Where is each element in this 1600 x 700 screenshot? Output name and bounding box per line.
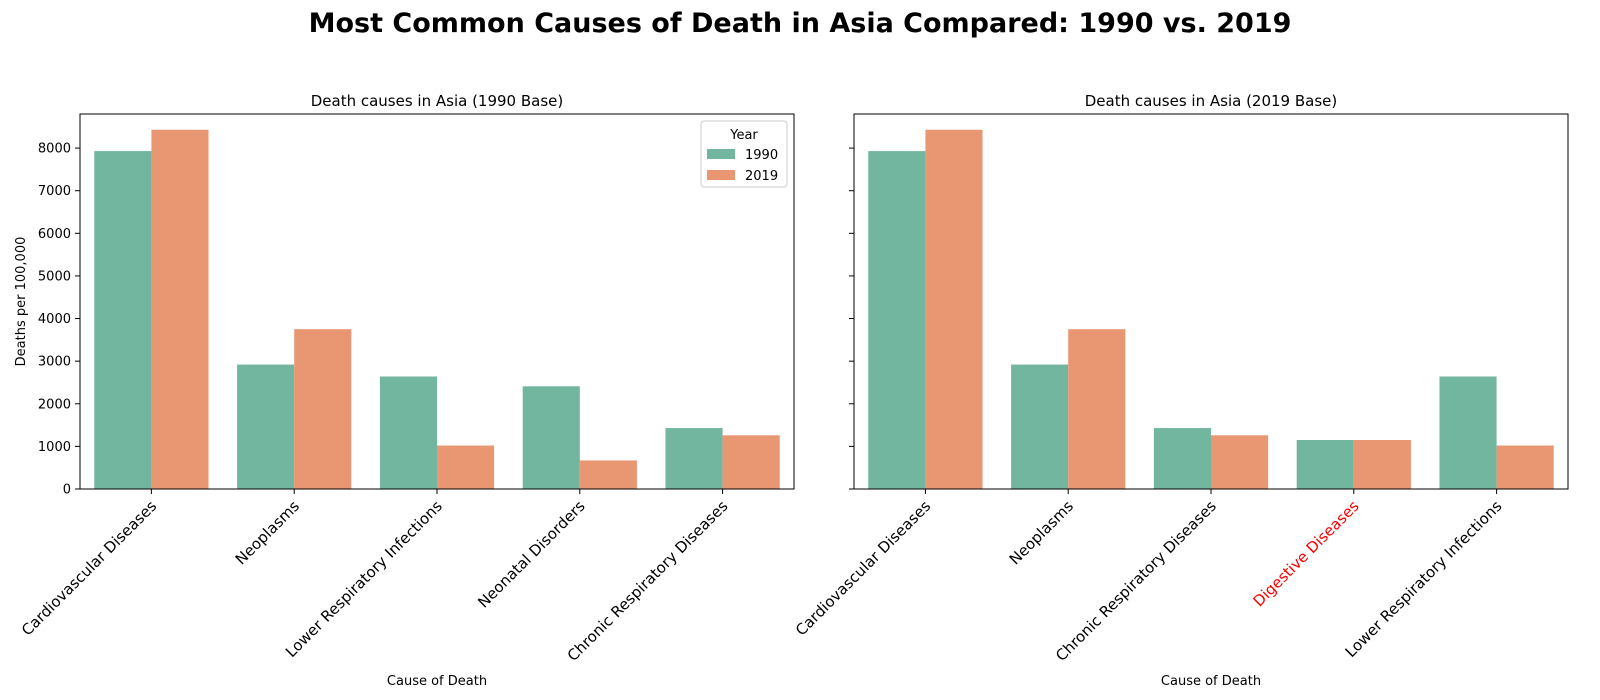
bar-2019-lower-respiratory-infections xyxy=(1496,445,1554,489)
x-tick-label: Digestive Diseases xyxy=(1249,497,1362,610)
y-tick-label: 4000 xyxy=(38,312,71,327)
x-tick-label: Cardiovascular Diseases xyxy=(18,497,160,639)
x-tick-label: Chronic Respiratory Diseases xyxy=(1052,497,1220,665)
legend: Year 1990 2019 xyxy=(700,120,788,188)
x-tick-label: Lower Respiratory Infections xyxy=(282,497,446,661)
x-axis-label: Cause of Death xyxy=(1161,674,1261,689)
x-tick-label: Lower Respiratory Infections xyxy=(1342,497,1506,661)
y-tick-label: 7000 xyxy=(38,184,71,199)
bar-2019-digestive-diseases xyxy=(1353,439,1411,489)
chart-panel-2: Cardiovascular Diseases NeoplasmsChronic … xyxy=(792,92,1569,689)
y-tick-label: 8000 xyxy=(38,142,71,157)
bar-1990-chronic-respiratory-diseases xyxy=(1153,428,1211,489)
legend-title: Year xyxy=(729,128,758,143)
bar-1990-digestive-diseases xyxy=(1296,439,1354,489)
bar-1990-neonatal-disorders xyxy=(522,386,580,489)
bar-2019-cardiovascular-diseases xyxy=(151,129,209,490)
y-axis-label: Deaths per 100,000 xyxy=(14,237,29,367)
legend-swatch-2019 xyxy=(707,170,735,180)
bar-2019-chronic-respiratory-diseases xyxy=(1211,435,1269,489)
chart-panel-1: 0 1000 2000 3000 4000 5000 6000 7000 8000 Cardiov… xyxy=(14,92,795,689)
bar-2019-neoplasms xyxy=(1068,329,1126,489)
subplot-title: Death causes in Asia (1990 Base) xyxy=(311,92,564,110)
bar-1990-lower-respiratory-infections xyxy=(379,376,437,489)
bar-2019-cardiovascular-diseases xyxy=(925,129,983,490)
x-axis-label: Cause of Death xyxy=(387,674,487,689)
bar-2019-lower-respiratory-infections xyxy=(437,445,495,489)
bar-2019-neonatal-disorders xyxy=(579,460,637,489)
x-tick-label: Neoplasms xyxy=(1006,497,1077,568)
subplot-title: Death causes in Asia (2019 Base) xyxy=(1085,92,1338,110)
bar-1990-cardiovascular-diseases xyxy=(868,151,926,490)
bar-1990-cardiovascular-diseases xyxy=(94,151,152,490)
x-tick-label: Chronic Respiratory Diseases xyxy=(564,497,732,665)
y-tick-label: 6000 xyxy=(38,227,71,242)
x-tick-label: Neoplasms xyxy=(232,497,303,568)
legend-label-1990: 1990 xyxy=(745,148,778,163)
y-tick-label: 5000 xyxy=(38,269,71,284)
bar-1990-lower-respiratory-infections xyxy=(1439,376,1497,489)
bar-2019-chronic-respiratory-diseases xyxy=(722,435,780,489)
bar-1990-neoplasms xyxy=(237,364,295,489)
legend-swatch-1990 xyxy=(707,149,735,159)
x-tick-label: Neonatal Disorders xyxy=(474,497,588,611)
y-tick-label: 3000 xyxy=(38,355,71,370)
x-tick-label: Cardiovascular Diseases xyxy=(792,497,934,639)
y-tick-label: 1000 xyxy=(38,440,71,455)
figure-title: Most Common Causes of Death in Asia Comp… xyxy=(308,8,1292,39)
bar-2019-neoplasms xyxy=(294,329,352,489)
y-tick-label: 0 xyxy=(63,483,71,498)
bar-1990-neoplasms xyxy=(1011,364,1069,489)
bar-1990-chronic-respiratory-diseases xyxy=(665,428,723,489)
legend-label-2019: 2019 xyxy=(745,169,778,184)
y-tick-label: 2000 xyxy=(38,397,71,412)
